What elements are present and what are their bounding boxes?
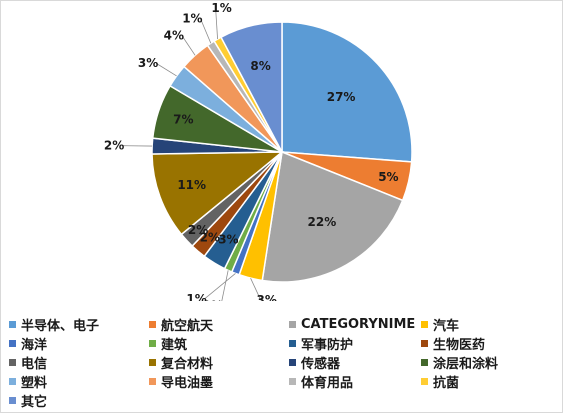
slice-data-label: 7% — [173, 112, 193, 126]
slice-data-label: 27% — [327, 90, 356, 104]
legend-item: 生物医药 — [421, 334, 485, 353]
legend-label: 塑料 — [21, 376, 48, 391]
legend-swatch — [149, 359, 156, 366]
legend-label: 汽车 — [433, 319, 460, 334]
legend-label: 航空航天 — [161, 319, 214, 334]
slice-data-label: 8% — [250, 59, 270, 73]
slice-data-label: 1% — [211, 1, 231, 15]
legend-swatch — [289, 340, 296, 347]
legend-label: 传感器 — [301, 357, 341, 372]
legend-swatch — [9, 340, 16, 347]
legend-swatch — [421, 378, 428, 385]
legend-swatch — [149, 340, 156, 347]
legend-label: 体育用品 — [301, 376, 354, 391]
chart-legend: 半导体、电子 航空航天 CATEGORYNIME 汽车海洋 建筑 军事防护 生物医药电信 复合… — [9, 315, 561, 411]
slice-data-label: 11% — [177, 178, 206, 192]
leader-line — [181, 35, 196, 56]
pie-slice — [151, 151, 285, 236]
legend-item: 涂层和涂料 — [421, 353, 498, 372]
slice-data-label: 3% — [218, 233, 238, 247]
leader-line — [250, 277, 262, 301]
legend-swatch — [289, 378, 296, 385]
legend-item: 海洋 — [9, 334, 47, 353]
legend-item: CATEGORYNIME — [289, 315, 415, 334]
pie-slices — [151, 21, 413, 283]
slice-data-label: 5% — [378, 170, 398, 184]
legend-label: 军事防护 — [301, 338, 354, 353]
legend-label: 电信 — [21, 357, 48, 372]
slice-data-label: 2% — [200, 230, 220, 244]
legend-swatch — [421, 359, 428, 366]
legend-swatch — [9, 397, 16, 404]
legend-swatch — [421, 321, 428, 328]
legend-label: 半导体、电子 — [21, 319, 100, 334]
legend-label: 复合材料 — [161, 357, 214, 372]
leader-line — [155, 62, 177, 77]
legend-item: 建筑 — [149, 334, 187, 353]
legend-label: 涂层和涂料 — [433, 357, 499, 372]
legend-label: 生物医药 — [433, 338, 486, 353]
legend-label: CATEGORYNIME — [301, 317, 416, 332]
leader-line — [215, 8, 218, 40]
leader-line — [221, 270, 229, 301]
legend-swatch — [421, 340, 428, 347]
slice-data-label: 3% — [138, 56, 158, 70]
legend-item: 传感器 — [289, 353, 340, 372]
legend-item: 军事防护 — [289, 334, 353, 353]
slice-data-label: 1% — [186, 292, 206, 301]
slice-data-label: 4% — [164, 28, 184, 42]
legend-item: 抗菌 — [421, 372, 459, 391]
legend-item: 导电油墨 — [149, 372, 213, 391]
legend-item: 塑料 — [9, 372, 47, 391]
legend-label: 海洋 — [21, 338, 48, 353]
leader-lines — [122, 8, 262, 301]
legend-item: 半导体、电子 — [9, 315, 99, 334]
pie-slice — [220, 21, 283, 153]
pie-chart: 27%5%22%3%1%1%3%2%2%11%2%7%3%4%1%1%8% — [104, 1, 413, 301]
slice-data-label: 2% — [188, 223, 208, 237]
legend-swatch — [149, 321, 156, 328]
legend-item: 体育用品 — [289, 372, 353, 391]
legend-item: 航空航天 — [149, 315, 213, 334]
slice-data-label: 3% — [257, 293, 277, 301]
legend-label: 建筑 — [161, 338, 188, 353]
legend-label: 其它 — [21, 395, 48, 410]
legend-swatch — [289, 359, 296, 366]
data-labels: 27%5%22%3%1%1%3%2%2%11%2%7%3%4%1%1%8% — [104, 1, 399, 301]
pie-slice — [261, 150, 404, 283]
legend-swatch — [9, 378, 16, 385]
pie-slice — [281, 21, 413, 163]
leader-line — [200, 18, 212, 44]
legend-swatch — [9, 359, 16, 366]
legend-label: 导电油墨 — [161, 376, 214, 391]
legend-swatch — [9, 321, 16, 328]
slice-data-label: 22% — [308, 215, 337, 229]
slice-data-label: 1% — [182, 12, 202, 26]
legend-item: 电信 — [9, 353, 47, 372]
legend-swatch — [289, 321, 296, 328]
slice-data-label: 1% — [203, 299, 223, 301]
leader-line — [204, 273, 236, 300]
legend-swatch — [149, 378, 156, 385]
legend-item: 汽车 — [421, 315, 459, 334]
legend-item: 复合材料 — [149, 353, 213, 372]
legend-label: 抗菌 — [433, 376, 460, 391]
slice-data-label: 2% — [104, 139, 124, 153]
legend-item: 其它 — [9, 391, 47, 410]
